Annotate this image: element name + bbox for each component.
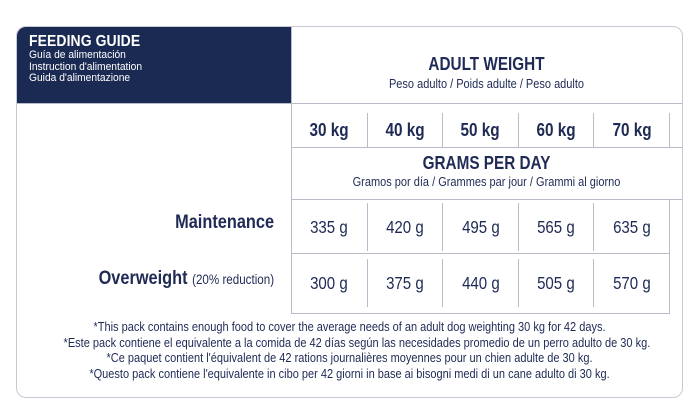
footnote-spanish: *Este pack contiene el equivalente a la … <box>63 334 651 350</box>
weight-label: 50 kg <box>460 119 501 140</box>
weight-label: 70 kg <box>612 119 652 140</box>
weight-cell: 70 kg <box>593 113 669 147</box>
feeding-guide-card: FEEDING GUIDE Guía de alimentación Instr… <box>16 26 683 398</box>
column-divider-main <box>291 27 292 314</box>
grams-value: 375 g <box>386 272 424 293</box>
column-divider-right-values <box>669 199 670 314</box>
footnote-french: *Ce paquet contient l'équivalent de 42 r… <box>106 350 593 365</box>
grams-value: 495 g <box>461 216 500 237</box>
value-cell: 635 g <box>593 203 669 251</box>
grams-value: 505 g <box>537 272 575 293</box>
grams-per-day-subtitle: Gramos por día / Grammes par jour / Gram… <box>352 175 621 189</box>
divider-bottom <box>291 313 669 314</box>
divider-under-weights <box>291 147 682 148</box>
value-cell: 420 g <box>366 203 443 251</box>
feeding-guide-title: FEEDING GUIDE <box>29 33 141 50</box>
adult-weights-row: 30 kg 40 kg 50 kg 60 kg 70 kg <box>292 113 669 147</box>
value-cell: 570 g <box>593 259 669 307</box>
maintenance-values-row: 335 g 420 g 495 g 565 g 635 g <box>292 203 669 251</box>
adult-weight-subtitle: Peso adulto / Poids adulte / Peso adulto <box>388 77 585 91</box>
grams-value: 440 g <box>461 272 500 293</box>
weight-cell: 50 kg <box>442 113 518 147</box>
reduction-note: (20% reduction) <box>192 272 274 287</box>
footnote-italian: *Questo pack contiene l'equivalente in c… <box>89 365 610 381</box>
divider-under-grams <box>291 199 682 200</box>
grams-value: 300 g <box>310 272 349 293</box>
adult-weight-block: ADULT WEIGHT Peso adulto / Poids adulte … <box>291 27 682 103</box>
value-cell: 565 g <box>517 203 594 251</box>
value-cell: 375 g <box>366 259 443 307</box>
overweight-values-row: 300 g 375 g 440 g 505 g 570 g <box>292 259 669 307</box>
value-cell: 505 g <box>517 259 594 307</box>
weight-label: 40 kg <box>385 119 425 140</box>
grams-value: 570 g <box>612 272 651 293</box>
row-label-text: Overweight <box>98 268 188 289</box>
footnote-english: *This pack contains enough food to cover… <box>93 319 606 334</box>
weight-cell: 30 kg <box>292 113 367 147</box>
column-divider-right <box>669 113 670 147</box>
maintenance-label: Maintenance <box>175 212 274 234</box>
weight-label: 60 kg <box>536 119 576 140</box>
value-cell: 495 g <box>442 203 518 251</box>
grams-value: 635 g <box>612 216 651 237</box>
value-cell: 440 g <box>442 259 518 307</box>
weight-cell: 60 kg <box>517 113 594 147</box>
adult-weight-title: ADULT WEIGHT <box>428 54 545 74</box>
divider-between-rows <box>291 253 669 254</box>
divider-under-header <box>17 103 682 104</box>
weight-label: 30 kg <box>309 119 349 140</box>
footnotes: *This pack contains enough food to cover… <box>17 319 682 381</box>
subtitle-spanish: Guía de alimentación <box>29 49 126 61</box>
grams-value: 335 g <box>310 216 349 237</box>
value-cell: 335 g <box>292 203 367 251</box>
row-label-text: Maintenance <box>175 212 274 233</box>
value-cell: 300 g <box>292 259 367 307</box>
grams-value: 420 g <box>386 216 424 237</box>
subtitle-italian: Guida d'alimentazione <box>29 72 131 84</box>
weight-cell: 40 kg <box>366 113 443 147</box>
feeding-guide-header: FEEDING GUIDE Guía de alimentación Instr… <box>17 27 291 103</box>
subtitle-french: Instruction d'alimentation <box>29 60 143 73</box>
overweight-label: Overweight (20% reduction) <box>98 268 274 290</box>
grams-per-day-title: GRAMS PER DAY <box>422 153 551 173</box>
grams-value: 565 g <box>537 216 575 237</box>
